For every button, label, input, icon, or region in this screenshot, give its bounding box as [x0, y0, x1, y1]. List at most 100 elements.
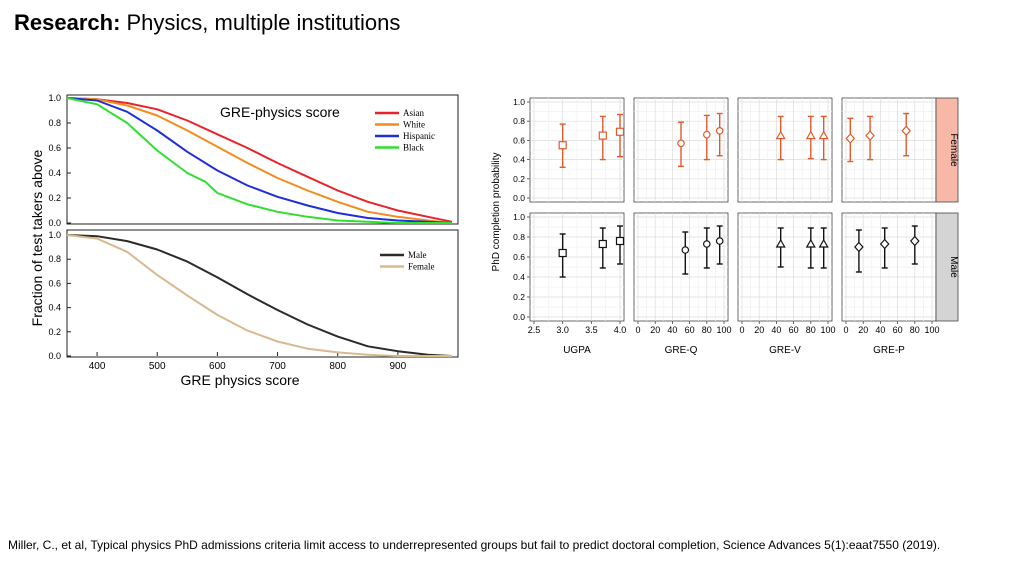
ytick-label: 1.0	[513, 212, 525, 222]
legend-label-hispanic: Hispanic	[403, 131, 435, 141]
point-square-marker	[558, 248, 567, 258]
panel-race-yticks: 0.0 0.2 0.4 0.6 0.8 1.0	[48, 93, 61, 228]
xtick-label: 3.0	[556, 325, 569, 335]
ytick-label: 0.4	[48, 303, 61, 313]
point-triangle-marker	[775, 130, 786, 140]
facet-gre-p-male	[841, 212, 937, 322]
facet-ugpa-female	[529, 97, 625, 203]
xtick-label: 0	[635, 325, 640, 335]
ytick-label: 0.8	[48, 254, 61, 264]
strip-label-male: Male	[948, 256, 959, 278]
facet-gre-v-male	[737, 212, 833, 322]
point-circle-marker	[702, 240, 711, 248]
strip-label-female: Female	[948, 133, 959, 167]
point-triangle-marker	[775, 238, 786, 248]
xtick-label: 80	[910, 325, 920, 335]
panel-gender-xticks: 400 500 600 700 800 900	[89, 361, 407, 372]
series-line-asian	[66, 97, 453, 223]
xtick-label: 100	[924, 325, 939, 335]
point-triangle-marker	[805, 130, 816, 140]
xtick-label: 3.5	[585, 325, 598, 335]
xtick-label: 40	[667, 325, 677, 335]
ytick-label: 0.0	[513, 312, 525, 322]
xtick-label: 500	[149, 361, 166, 372]
xtick-label: 700	[269, 361, 286, 372]
ytick-label: 0.8	[513, 232, 525, 242]
xtick-label: 0	[843, 325, 848, 335]
xtick-label: 100	[716, 325, 731, 335]
ytick-label: 1.0	[48, 93, 61, 103]
ytick-label: 0.4	[513, 272, 525, 282]
panel-gender-frame	[66, 229, 459, 358]
point-square-marker	[598, 239, 607, 249]
ytick-label: 0.0	[48, 218, 61, 228]
panel-race-lines	[66, 97, 453, 224]
ytick-label: 0.0	[513, 193, 525, 203]
point-circle-marker	[715, 237, 724, 245]
series-line-hispanic	[66, 97, 453, 224]
series-line-female	[66, 234, 452, 357]
point-diamond-marker	[854, 241, 864, 253]
xtick-label: 40	[875, 325, 885, 335]
legend-label-white: White	[403, 120, 425, 130]
ytick-label: 1.0	[48, 230, 61, 240]
facet-panels: 2.5 3.0 3.5 4.0 UGPA 0 20 40 60 80 100 GRE-Q 0 20 40 60…	[528, 97, 940, 356]
facet-gre-q-female	[633, 97, 729, 203]
point-square-marker	[598, 131, 607, 140]
race-annotation: GRE-physics score	[220, 104, 340, 120]
facet-gre-p-female	[841, 97, 937, 203]
legend-label-male: Male	[408, 250, 427, 260]
panel-race-grid	[67, 97, 71, 224]
series-line-black	[66, 97, 452, 224]
ytick-label: 0.6	[48, 143, 61, 153]
right-ylabel: PhD completion probability	[491, 153, 502, 272]
point-circle-marker	[681, 246, 690, 254]
ytick-label: 0.2	[513, 174, 525, 184]
xtick-label: 20	[650, 325, 660, 335]
ytick-label: 0.0	[48, 351, 61, 361]
facet-gre-v-female	[737, 97, 833, 203]
point-diamond-marker	[845, 133, 856, 144]
point-circle-marker	[702, 130, 711, 139]
right-figure: PhD completion probability 2.5 3.0 3.5 4.0 U…	[491, 97, 959, 356]
series-line-white	[66, 97, 453, 224]
facet-row-strips: Female Male	[935, 97, 959, 322]
point-triangle-marker	[818, 238, 829, 248]
xtick-label: 40	[771, 325, 781, 335]
xtick-label: 800	[329, 361, 346, 372]
facet-yticks: 0.0 0.2 0.4 0.6 0.8 1.0 0.0 0.2 0.4 0.6 0.8 1.0	[513, 97, 530, 322]
point-diamond-marker	[879, 238, 890, 250]
point-circle-marker	[715, 127, 724, 135]
ytick-label: 0.8	[48, 118, 61, 128]
xtick-label: 80	[806, 325, 816, 335]
point-square-marker	[558, 141, 567, 150]
xtick-label: 60	[789, 325, 799, 335]
panel-gender-legend: Male Female	[380, 250, 435, 272]
ytick-label: 0.6	[48, 278, 61, 288]
panel-gender: 0.0 0.2 0.4 0.6 0.8 1.0 400 500 600 700 800 900 Ma…	[48, 229, 459, 372]
facet-xlabel-gre-q: GRE-Q	[665, 345, 698, 356]
xtick-label: 4.0	[614, 325, 627, 335]
ytick-label: 0.2	[513, 292, 525, 302]
ytick-label: 0.2	[48, 327, 61, 337]
legend-label-asian: Asian	[403, 108, 424, 118]
ytick-label: 0.8	[513, 116, 525, 126]
xtick-label: 60	[893, 325, 903, 335]
strip-male	[935, 212, 959, 322]
facet-xlabel-gre-v: GRE-V	[769, 345, 801, 356]
facet-gre-q-male	[633, 212, 729, 322]
point-square-marker	[615, 236, 625, 246]
panel-race-frame	[66, 94, 459, 225]
panel-gender-grid	[67, 234, 399, 357]
slide-title: Research: Physics, multiple institutions	[14, 10, 400, 36]
xtick-label: 80	[702, 325, 712, 335]
ytick-label: 0.4	[513, 155, 525, 165]
ytick-label: 0.4	[48, 168, 61, 178]
xtick-label: 100	[820, 325, 835, 335]
left-figure: Fraction of test takers above 0.00.20.40…	[29, 93, 459, 388]
point-circle-marker	[677, 139, 685, 148]
point-diamond-marker	[901, 125, 912, 137]
left-xlabel: GRE physics score	[180, 372, 299, 388]
xtick-label: 20	[858, 325, 868, 335]
